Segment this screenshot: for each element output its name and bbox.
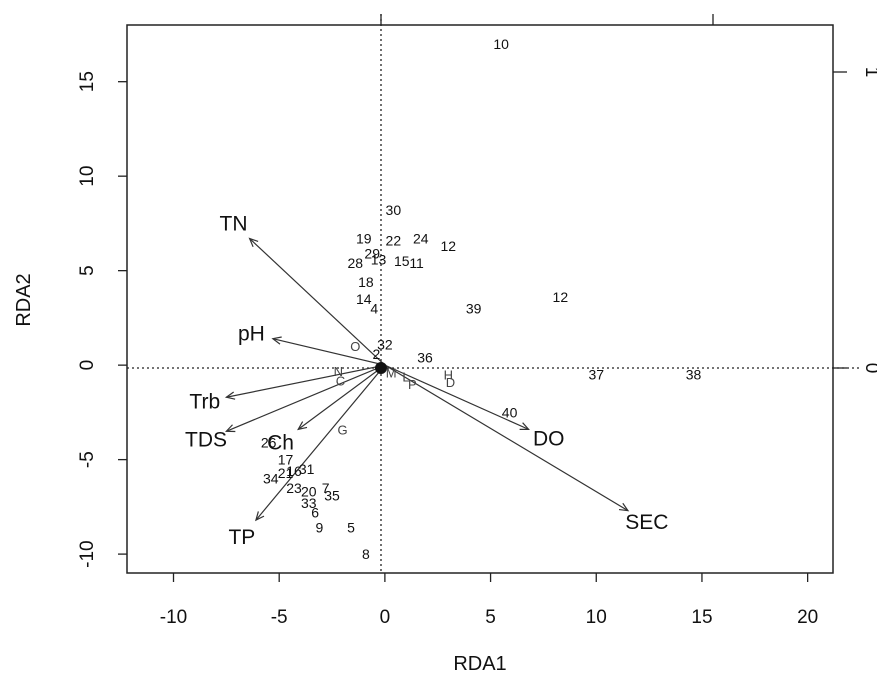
site-label: 30 [386,202,402,218]
site-label: 11 [409,255,424,271]
x-tick-label: 0 [380,607,391,628]
y-axis-title: RDA2 [13,273,35,326]
x-tick-label: -10 [160,607,187,628]
site-label: 32 [377,336,393,352]
env-vector-label: SEC [625,511,668,534]
env-vector-arrow [297,364,386,430]
species-label: G [338,422,348,437]
site-label: 26 [261,435,277,451]
env-vector-arrow [384,364,529,430]
env-vector-arrowhead [618,502,630,512]
site-label: 17 [278,452,294,468]
species-label: D [446,375,455,390]
x-tick-label: 5 [485,607,496,628]
site-label: 14 [356,291,372,307]
site-label: 38 [686,367,702,383]
env-vector-arrowhead [254,511,265,522]
site-label: 22 [386,232,402,248]
site-label: 21 [278,465,294,481]
x-tick-label: 10 [586,607,607,628]
site-label: 18 [358,274,374,290]
site-label: 16 [286,463,302,479]
x-axis: -10 -5 0 5 10 15 20 [160,573,818,628]
site-label: 29 [364,246,380,262]
x-tick-label: 15 [691,607,712,628]
site-label: 12 [441,238,457,254]
env-vector-label: TP [228,526,255,549]
site-label: 15 [394,253,410,269]
species-label: H [444,368,453,383]
site-label: 19 [356,231,372,247]
site-label: 10 [493,36,509,52]
env-vector-arrow [249,238,386,366]
env-vector-label: pH [238,323,265,346]
site-label: 12 [553,289,569,305]
env-vector-arrowhead [224,391,236,400]
env-vector-arrow [226,364,385,398]
env-vector-arrow [255,364,386,521]
species-labels: ONC M LP HD G [334,339,455,437]
species-label: O [350,339,360,354]
site-label: 8 [362,546,370,562]
y-tick-label: -5 [77,451,98,468]
site-label: 7 [322,480,330,496]
species-label: M [386,366,397,381]
env-vector-arrowhead [519,422,530,430]
site-label: 6 [311,505,319,521]
y-tick-label: -10 [77,540,98,567]
env-vector-arrow [384,364,629,512]
env-vector-arrowhead [224,424,236,433]
right-tick-label: 1 [861,67,877,78]
species-label: C [336,373,345,388]
site-label: 20 [301,484,317,500]
site-label: 24 [413,231,429,247]
site-label: 33 [301,495,317,511]
y-axis: -10 -5 0 5 10 15 [77,71,127,568]
site-label: 31 [299,461,315,477]
site-label: 35 [324,488,340,504]
env-vector-arrowhead [248,237,259,248]
env-vector-label: TDS [185,429,227,452]
x-axis-title: RDA1 [453,653,506,675]
x-tick-label: 20 [797,607,818,628]
env-vector-arrowhead [271,336,282,345]
y-tick-label: 15 [77,71,98,92]
right-tick-label: 0 [861,363,877,374]
site-label: 40 [502,404,518,420]
env-vector-label: Trb [189,391,220,414]
env-vector-label: DO [533,427,565,450]
species-label: N [334,364,343,379]
env-vector-label: TN [220,212,248,235]
site-label: 34 [263,471,279,487]
site-label: 37 [588,367,604,383]
plot-frame [126,24,834,574]
species-label: P [408,377,417,392]
env-vector-arrowhead [297,421,308,431]
site-label: 2 [373,346,381,362]
site-label: 5 [347,520,355,536]
site-label: 23 [286,480,302,496]
site-label: 39 [466,300,482,316]
site-label: 9 [315,520,323,536]
site-label: 28 [347,255,363,271]
site-label: 4 [370,300,378,316]
site-label: 36 [417,350,433,366]
x-tick-label: -5 [271,607,288,628]
site-label: 13 [371,251,387,267]
species-label: L [402,369,409,384]
right-axis: 1 0 [833,67,877,374]
y-tick-label: 0 [77,360,98,371]
env-vector-arrow [272,338,386,366]
origin-marker [375,362,387,374]
env-vector-arrow [226,364,386,432]
env-vector-label: Ch [267,431,294,454]
y-tick-label: 10 [77,166,98,187]
y-tick-label: 5 [77,265,98,276]
